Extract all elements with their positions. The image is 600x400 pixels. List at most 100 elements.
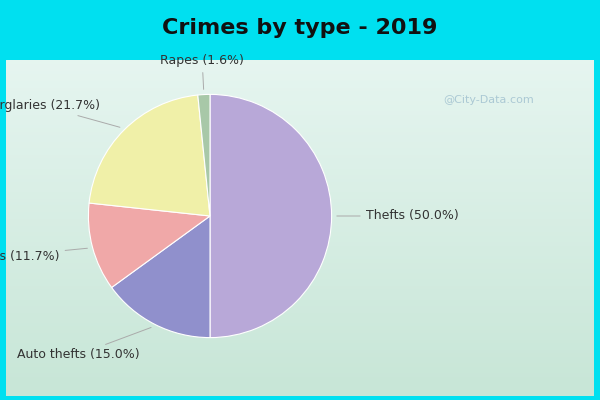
Text: Crimes by type - 2019: Crimes by type - 2019	[163, 18, 437, 38]
Bar	[6, 84, 594, 87]
Text: Burglaries (21.7%): Burglaries (21.7%)	[0, 99, 120, 127]
Bar	[6, 366, 594, 369]
Bar	[6, 362, 594, 366]
Text: Thefts (50.0%): Thefts (50.0%)	[337, 210, 458, 222]
Bar	[6, 191, 594, 194]
Bar	[6, 245, 594, 248]
Bar	[6, 346, 594, 349]
Bar	[6, 315, 594, 319]
Bar	[6, 77, 594, 80]
Bar	[6, 372, 594, 376]
Bar	[6, 211, 594, 214]
Bar	[6, 379, 594, 382]
Bar	[6, 60, 594, 63]
Bar	[6, 100, 594, 104]
Bar	[6, 382, 594, 386]
Text: Assaults (11.7%): Assaults (11.7%)	[0, 248, 88, 263]
Bar	[6, 97, 594, 100]
Wedge shape	[198, 94, 210, 216]
Bar	[6, 127, 594, 130]
Bar	[6, 386, 594, 389]
Bar	[6, 298, 594, 302]
Bar	[6, 198, 594, 201]
Wedge shape	[88, 203, 210, 288]
Bar	[6, 208, 594, 211]
Bar	[6, 201, 594, 204]
Bar	[6, 110, 594, 114]
Bar	[6, 369, 594, 372]
Bar	[6, 144, 594, 147]
Bar	[6, 336, 594, 339]
Bar	[6, 134, 594, 137]
Text: @City-Data.com: @City-Data.com	[443, 95, 533, 105]
Bar	[6, 262, 594, 265]
Bar	[6, 158, 594, 161]
Bar	[6, 174, 594, 178]
Bar	[6, 147, 594, 151]
Bar	[6, 393, 594, 396]
Text: Rapes (1.6%): Rapes (1.6%)	[160, 54, 244, 89]
Bar	[6, 151, 594, 154]
Bar	[6, 288, 594, 292]
Bar	[6, 235, 594, 238]
Bar	[6, 282, 594, 285]
Bar	[6, 141, 594, 144]
Bar	[6, 107, 594, 110]
Bar	[6, 231, 594, 235]
Bar	[6, 322, 594, 326]
Bar	[6, 332, 594, 336]
Bar	[6, 178, 594, 181]
Bar	[6, 225, 594, 228]
Bar	[6, 329, 594, 332]
Bar	[6, 265, 594, 268]
Bar	[6, 164, 594, 168]
Bar	[6, 312, 594, 315]
Bar	[6, 74, 594, 77]
Bar	[6, 204, 594, 208]
Bar	[6, 114, 594, 117]
Wedge shape	[210, 94, 332, 338]
Bar	[6, 275, 594, 278]
Bar	[6, 104, 594, 107]
Bar	[6, 305, 594, 309]
Bar	[6, 252, 594, 255]
Bar	[6, 376, 594, 379]
Bar	[6, 63, 594, 67]
Bar	[6, 302, 594, 305]
Bar	[6, 352, 594, 356]
Bar	[6, 94, 594, 97]
Bar	[6, 161, 594, 164]
Bar	[6, 278, 594, 282]
Bar	[6, 171, 594, 174]
Bar	[6, 272, 594, 275]
Bar	[6, 359, 594, 362]
Bar	[6, 292, 594, 295]
Bar	[6, 184, 594, 188]
Bar	[6, 188, 594, 191]
Bar	[6, 339, 594, 342]
Bar	[6, 137, 594, 141]
Wedge shape	[89, 95, 210, 216]
Bar	[6, 154, 594, 158]
Bar	[6, 87, 594, 90]
Bar	[6, 326, 594, 329]
Bar	[6, 319, 594, 322]
Bar	[6, 80, 594, 84]
Bar	[6, 120, 594, 124]
Bar	[6, 221, 594, 225]
Wedge shape	[112, 216, 210, 338]
Bar	[6, 258, 594, 262]
Bar	[6, 228, 594, 231]
Bar	[6, 168, 594, 171]
Bar	[6, 349, 594, 352]
Bar	[6, 268, 594, 272]
Bar	[6, 238, 594, 242]
Bar	[6, 342, 594, 346]
Bar	[6, 295, 594, 298]
Bar	[6, 309, 594, 312]
Text: Auto thefts (15.0%): Auto thefts (15.0%)	[17, 328, 151, 361]
Bar	[6, 90, 594, 94]
Bar	[6, 130, 594, 134]
Bar	[6, 194, 594, 198]
Bar	[6, 255, 594, 258]
